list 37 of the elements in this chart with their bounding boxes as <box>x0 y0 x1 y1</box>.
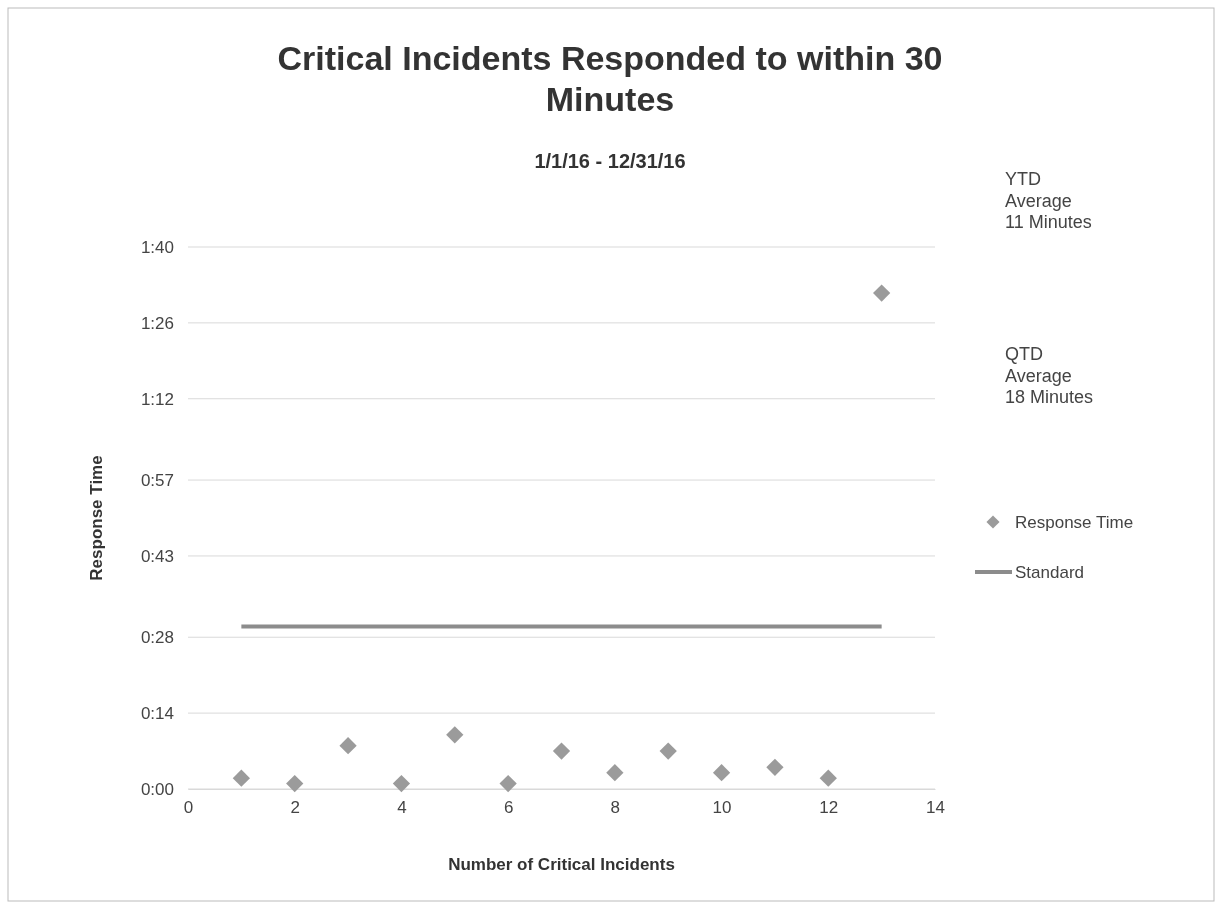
y-tick-label: 0:14 <box>140 704 174 724</box>
point <box>819 769 837 787</box>
y-axis-title: Response Time <box>87 455 106 581</box>
point <box>606 764 624 782</box>
legend-label: Response Time <box>1015 513 1134 532</box>
point <box>766 758 784 776</box>
point <box>873 284 891 302</box>
point <box>499 774 517 793</box>
x-tick-label: 12 <box>819 798 839 818</box>
x-tick-label: 14 <box>926 798 945 818</box>
chart-title: Critical Incidents Responded to within 30 Minutes <box>277 39 943 118</box>
x-tick-label: 4 <box>397 798 407 818</box>
y-tick-label: 0:00 <box>140 779 174 799</box>
x-tick-label: 0 <box>183 798 194 818</box>
point <box>712 764 731 782</box>
y-tick-label: 1:26 <box>140 313 174 333</box>
y-tick-label: 0:43 <box>140 546 174 566</box>
legend-label: Standard <box>1015 563 1084 582</box>
y-tick-label: 0:28 <box>140 628 174 648</box>
x-tick-label: 6 <box>503 798 514 818</box>
x-tick-label: 10 <box>712 798 732 818</box>
point <box>286 774 304 793</box>
x-axis-title: Number of Critical Incidents <box>448 855 675 874</box>
text: YTD Average 11 Minutes <box>1005 169 1092 233</box>
chart-subtitle: 1/1/16 - 12/31/16 <box>534 150 686 172</box>
y-tick-label: 1:12 <box>140 389 174 409</box>
x-tick-label: 2 <box>290 798 300 818</box>
point <box>659 742 677 760</box>
point <box>446 726 464 744</box>
text: QTD Average 18 Minutes <box>1005 344 1094 408</box>
x-tick-label: 8 <box>610 798 621 818</box>
point <box>392 774 411 793</box>
y-tick-label: 0:57 <box>140 471 174 490</box>
point <box>339 737 357 755</box>
point <box>232 769 250 787</box>
point <box>552 742 571 760</box>
y-tick-label: 1:40 <box>140 237 174 257</box>
